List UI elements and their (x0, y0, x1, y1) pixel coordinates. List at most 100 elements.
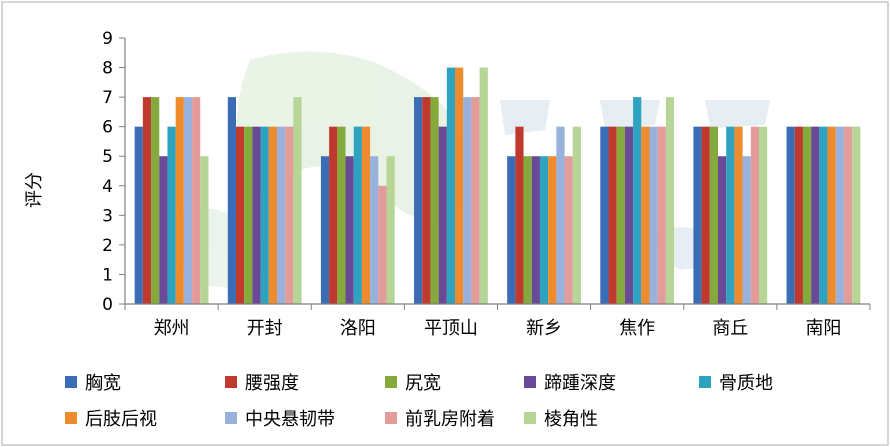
legend-label: 蹄踵深度 (544, 373, 616, 394)
bar-4-5 (633, 97, 642, 304)
bar-3-4 (531, 156, 540, 304)
bar-5-1 (268, 126, 277, 305)
bar-2-3 (430, 97, 439, 304)
bar-8-4 (572, 126, 581, 305)
legend-swatch (385, 412, 397, 424)
bar-7-6 (750, 126, 760, 305)
x-category-label: 新乡 (526, 318, 562, 339)
bar-3-1 (252, 126, 261, 305)
bar-3-7 (811, 126, 820, 305)
bar-5-3 (455, 67, 464, 304)
y-tick-label: 1 (102, 265, 113, 285)
bar-7-5 (657, 126, 666, 305)
bar-4-3 (446, 67, 456, 304)
bar-2-6 (709, 126, 719, 305)
bar-5-4 (548, 156, 557, 304)
bar-7-3 (471, 97, 480, 304)
x-category-label: 郑州 (154, 318, 190, 339)
bar-3-5 (624, 126, 634, 305)
legend-label: 前乳房附着 (405, 409, 495, 430)
legend-swatch (385, 376, 397, 388)
legend-swatch (699, 376, 711, 388)
bar-5-6 (734, 126, 743, 305)
bar-5-2 (361, 126, 371, 305)
y-tick-label: 6 (102, 118, 113, 138)
x-category-label: 开封 (247, 318, 283, 339)
bar-2-4 (523, 156, 532, 304)
bar-6-4 (556, 126, 565, 305)
bar-8-2 (386, 156, 395, 304)
y-axis-ticks: 0 1 2 3 4 5 6 7 8 9 (102, 29, 125, 315)
bar-5-7 (827, 126, 836, 305)
legend-label: 后肢后视 (85, 409, 157, 430)
bar-8-1 (293, 97, 302, 304)
legend-swatch (225, 412, 237, 424)
bar-1-7 (794, 126, 803, 305)
y-tick-label: 2 (102, 236, 113, 256)
x-axis-categories: 郑州 开封 洛阳 平顶山 新乡 焦作 商丘 南阳 (154, 318, 842, 339)
y-tick-label: 5 (102, 147, 113, 167)
bar-6-0 (183, 97, 193, 304)
bar-2-0 (151, 97, 160, 304)
bar-3-0 (159, 156, 168, 304)
bar-5-5 (641, 126, 650, 305)
legend-swatch (524, 376, 536, 388)
legend-label: 胸宽 (85, 373, 121, 394)
bar-0-3 (414, 97, 423, 304)
bar-2-1 (244, 126, 253, 305)
bar-6-6 (742, 156, 751, 304)
bar-8-3 (479, 67, 488, 304)
bar-6-2 (370, 156, 379, 304)
bar-0-6 (693, 126, 702, 305)
bar-7-0 (192, 97, 201, 304)
bar-2-7 (802, 126, 812, 305)
bar-1-1 (235, 126, 245, 305)
bar-0-2 (320, 156, 330, 304)
bar-0-1 (227, 97, 236, 304)
y-tick-label: 3 (102, 206, 113, 226)
bar-8-7 (852, 126, 861, 305)
bar-6-5 (649, 126, 658, 305)
bar-1-0 (142, 97, 152, 304)
bar-marks (134, 67, 861, 305)
bar-6-3 (463, 97, 472, 304)
bar-4-4 (539, 156, 549, 304)
legend-swatch (524, 412, 536, 424)
bar-8-0 (200, 156, 209, 304)
bar-4-6 (726, 126, 735, 305)
bar-0-0 (134, 126, 143, 305)
bar-0-4 (507, 156, 516, 304)
bar-7-7 (843, 126, 853, 305)
bar-3-6 (718, 156, 727, 304)
bar-5-0 (175, 97, 184, 304)
bar-1-5 (608, 126, 617, 305)
bar-0-7 (786, 126, 795, 305)
bar-6-1 (276, 126, 286, 305)
bar-8-5 (665, 97, 675, 304)
legend-label: 中央悬韧带 (245, 409, 335, 430)
axes (124, 38, 871, 310)
bar-0-5 (600, 126, 609, 305)
x-category-label: 平顶山 (424, 318, 478, 339)
bar-4-1 (260, 126, 269, 305)
bar-7-2 (378, 185, 387, 304)
legend-swatch (65, 376, 77, 388)
bar-2-5 (616, 126, 625, 305)
legend-label: 骨质地 (719, 373, 773, 394)
bar-2-2 (337, 126, 346, 305)
bar-4-7 (819, 126, 828, 305)
x-category-label: 商丘 (712, 318, 748, 339)
legend-swatch (65, 412, 77, 424)
y-tick-label: 4 (102, 177, 113, 197)
x-category-label: 焦作 (619, 318, 655, 339)
y-tick-label: 8 (102, 59, 113, 79)
y-tick-label: 7 (102, 88, 113, 108)
legend-label: 腰强度 (245, 373, 299, 394)
x-category-label: 南阳 (805, 318, 841, 339)
bar-6-7 (835, 126, 844, 305)
bar-1-4 (515, 126, 524, 305)
